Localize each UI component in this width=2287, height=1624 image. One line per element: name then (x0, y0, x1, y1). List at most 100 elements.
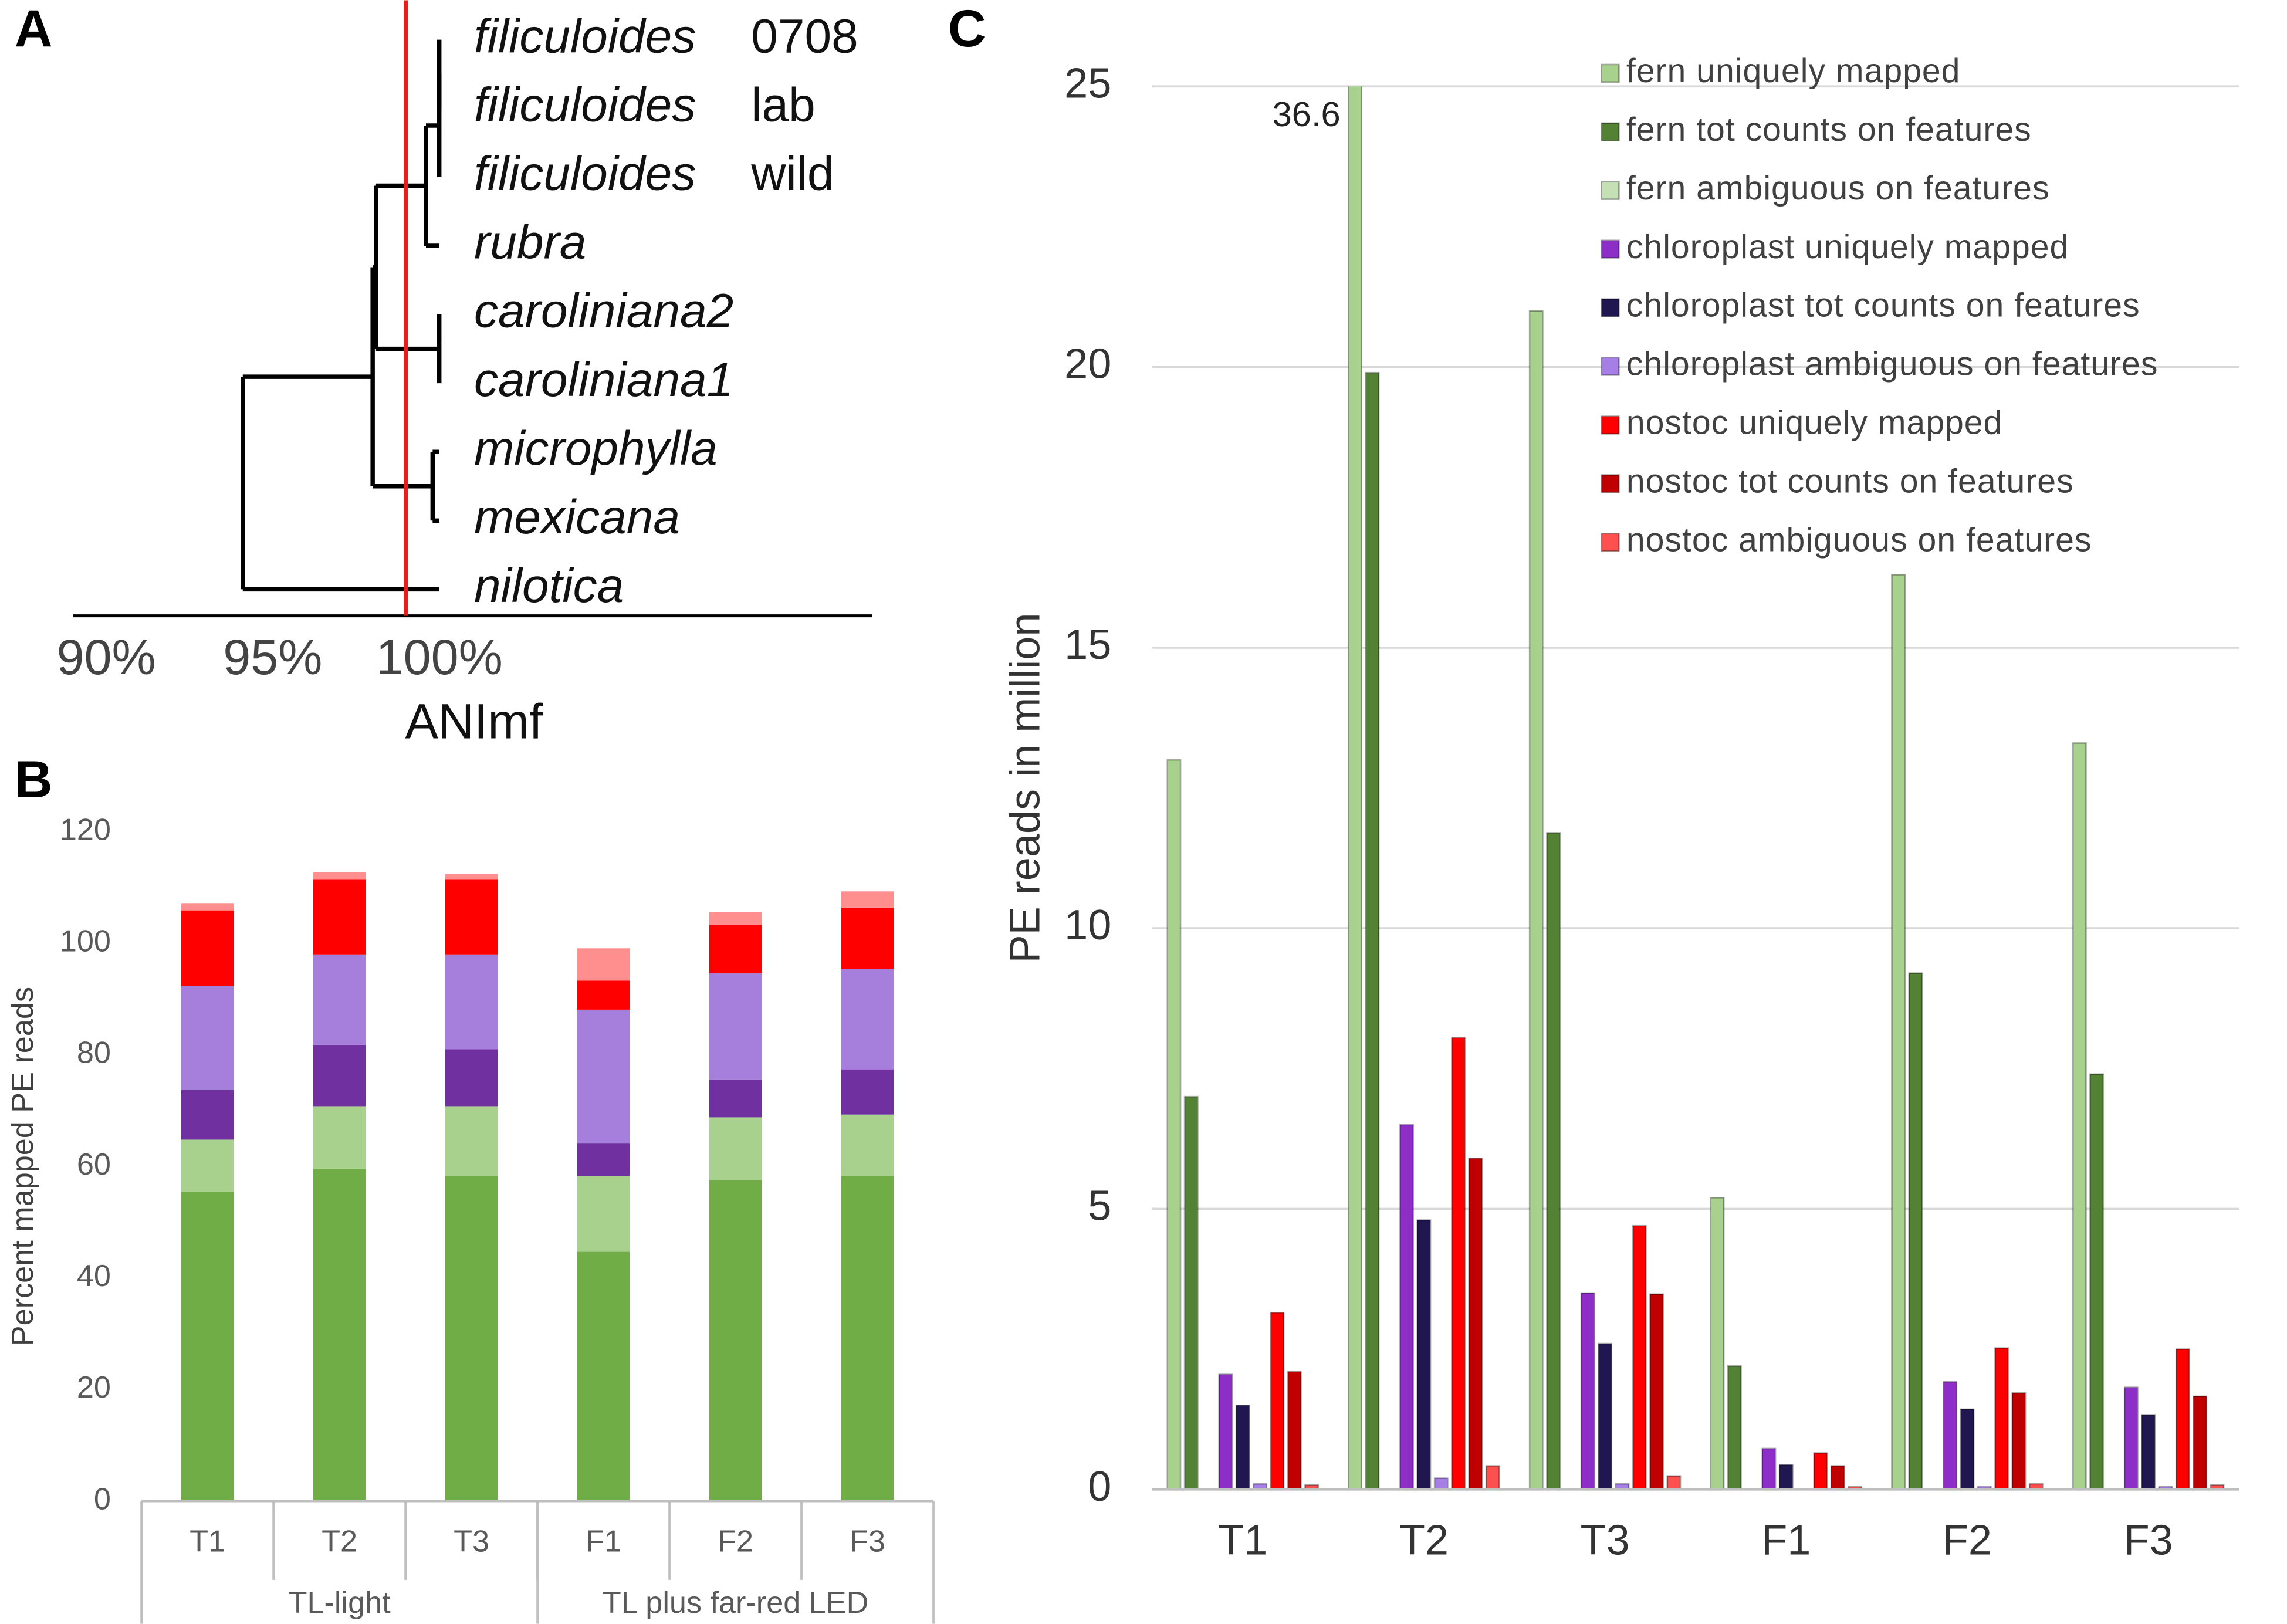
y-tick-label: 0 (94, 1482, 111, 1516)
legend-label: chloroplast uniquely mapped (1626, 228, 2069, 266)
bar-segment (577, 1176, 630, 1252)
bar-segment (709, 1079, 762, 1118)
legend-swatch (1601, 239, 1620, 259)
legend-label: nostoc ambiguous on features (1626, 521, 2092, 559)
bar-segment (577, 1251, 630, 1501)
bar-segment (841, 891, 894, 908)
bar (2123, 1386, 2139, 1490)
leaf-label: caroliniana1 (474, 353, 733, 407)
legend-swatch (1601, 415, 1620, 435)
bar-segment (709, 973, 762, 1080)
bar-segment (577, 1009, 630, 1144)
bar (1580, 1292, 1595, 1490)
bar-segment (577, 980, 630, 1010)
legend-label: nostoc uniquely mapped (1626, 404, 2003, 442)
bar-segment (445, 879, 498, 955)
legend-swatch (1601, 63, 1620, 83)
bar-segment (841, 1176, 894, 1501)
bar-segment (709, 912, 762, 925)
bar (1270, 1312, 1285, 1490)
legend-label: fern tot counts on features (1626, 111, 2032, 148)
legend-swatch (1601, 122, 1620, 141)
x-tick-label: F3 (2124, 1517, 2173, 1564)
leaf-label: rubra (474, 216, 586, 269)
bar (1710, 1197, 1725, 1490)
bar-segment (181, 910, 234, 986)
bar-segment (313, 1168, 366, 1501)
bar (1451, 1037, 1466, 1490)
bar (1632, 1224, 1647, 1490)
bar (2175, 1348, 2190, 1490)
bar (1813, 1452, 1828, 1490)
y-tick-label: 80 (77, 1036, 111, 1070)
bar (1399, 1124, 1415, 1490)
leaf-strain: lab (751, 78, 815, 131)
bar (2072, 742, 2087, 1490)
group-label: TL plus far-red LED (603, 1586, 868, 1620)
bar-segment (313, 954, 366, 1045)
bar-segment (445, 1106, 498, 1176)
bar-segment (181, 903, 234, 911)
bar (1416, 1219, 1432, 1490)
x-tick-label: 95% (223, 629, 322, 685)
x-tick-label: 100% (376, 629, 503, 685)
leaf-label: mexicana (474, 490, 680, 544)
x-tick-label: F3 (850, 1525, 885, 1559)
bar (1183, 1095, 1199, 1490)
leaf-label: filiculoides (474, 9, 696, 63)
x-tick-label: T2 (322, 1525, 357, 1559)
leaf-label: nilotica (474, 559, 624, 613)
x-tick-label: F1 (586, 1525, 621, 1559)
bar (1960, 1408, 1975, 1490)
bar-segment (313, 879, 366, 955)
bar-segment (445, 954, 498, 1050)
x-tick-label: 90% (56, 629, 155, 685)
bar-segment (181, 986, 234, 1090)
legend-swatch (1601, 298, 1620, 317)
legend-label: chloroplast tot counts on features (1626, 287, 2140, 324)
bar (1830, 1465, 1845, 1490)
panel-letter: A (15, 0, 53, 57)
bar (1235, 1404, 1250, 1490)
bar-segment (841, 969, 894, 1070)
bar (2141, 1414, 2156, 1490)
legend-swatch (1601, 181, 1620, 200)
bar (1546, 832, 1561, 1490)
bar (1598, 1342, 1613, 1490)
x-tick-label: T1 (1218, 1517, 1267, 1564)
legend-label: fern uniquely mapped (1626, 52, 1961, 90)
bar-segment (181, 1139, 234, 1192)
y-tick-label: 10 (1064, 902, 1111, 949)
bar (1649, 1293, 1664, 1490)
bar (2193, 1395, 2208, 1490)
legend-swatch (1601, 357, 1620, 376)
bar (1348, 86, 1363, 1490)
leaf-strain: wild (750, 147, 834, 201)
bar (1666, 1475, 1682, 1490)
y-tick-label: 25 (1064, 60, 1111, 107)
y-axis-label: Percent mapped PE reads (6, 987, 40, 1346)
legend-swatch (1601, 533, 1620, 552)
y-tick-label: 20 (1064, 341, 1111, 388)
y-tick-label: 100 (60, 925, 111, 959)
bar-segment (709, 925, 762, 974)
overflow-label: 36.6 (1273, 94, 1341, 134)
y-tick-label: 60 (77, 1148, 111, 1182)
bar-segment (445, 1049, 498, 1107)
bar-segment (181, 1192, 234, 1501)
bar-segment (577, 948, 630, 981)
y-tick-label: 40 (77, 1259, 111, 1293)
legend-label: nostoc tot counts on features (1626, 463, 2074, 500)
bar (1433, 1477, 1449, 1490)
y-tick-label: 5 (1088, 1182, 1111, 1229)
x-tick-label: T3 (1581, 1517, 1630, 1564)
y-axis-label: PE reads in million (1002, 613, 1049, 963)
y-tick-label: 0 (1088, 1463, 1111, 1510)
bar-segment (709, 1117, 762, 1180)
bar-segment (709, 1180, 762, 1501)
bar (1727, 1365, 1742, 1490)
bar-segment (841, 1069, 894, 1115)
group-label: TL-light (289, 1586, 391, 1620)
bar (1908, 972, 1923, 1490)
x-tick-label: F1 (1761, 1517, 1811, 1564)
